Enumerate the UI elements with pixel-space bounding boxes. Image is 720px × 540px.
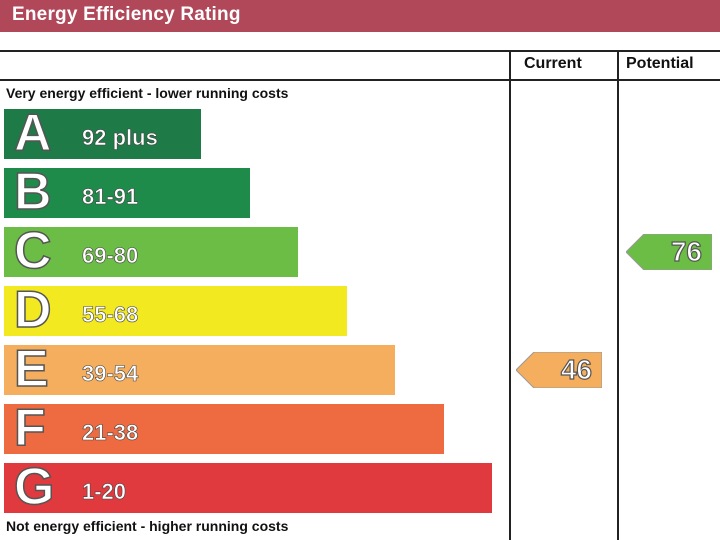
band-f: F 21-38 <box>4 398 444 458</box>
band-d: D 55-68 <box>4 280 347 340</box>
band-letter: G <box>13 457 55 517</box>
current-column-divider <box>509 51 511 540</box>
header-bottom-line <box>0 79 720 81</box>
potential-arrow-shape <box>626 234 712 270</box>
potential-rating-value: 76 <box>670 235 702 267</box>
potential-column-header: Potential <box>626 55 694 72</box>
current-arrow-shape <box>516 352 602 388</box>
top-caption: Very energy efficient - lower running co… <box>6 85 289 101</box>
band-letter: E <box>13 339 49 399</box>
band-letter: C <box>13 221 52 281</box>
header-top-line <box>0 50 720 52</box>
current-rating-value: 46 <box>560 353 592 385</box>
band-range: 69-80 <box>82 243 139 269</box>
band-b: B 81-91 <box>4 162 250 222</box>
band-e: E 39-54 <box>4 339 395 399</box>
potential-rating-marker: 76 <box>626 234 712 270</box>
band-g: G 1-20 <box>4 457 492 517</box>
band-letter: A <box>13 103 52 163</box>
bottom-caption: Not energy efficient - higher running co… <box>6 518 289 534</box>
band-range: 39-54 <box>82 361 139 387</box>
band-letter: B <box>13 162 52 222</box>
band-letter: D <box>13 280 52 340</box>
band-range: 21-38 <box>82 420 139 446</box>
band-range: 81-91 <box>82 184 139 210</box>
band-range: 55-68 <box>82 302 139 328</box>
potential-column-divider <box>617 51 619 540</box>
current-column-header: Current <box>524 55 582 72</box>
chart-title: Energy Efficiency Rating <box>12 4 241 25</box>
current-rating-marker: 46 <box>516 352 602 388</box>
band-c: C 69-80 <box>4 221 298 281</box>
band-a: A 92 plus <box>4 103 201 163</box>
band-range: 92 plus <box>82 125 158 151</box>
band-letter: F <box>13 398 46 458</box>
title-bar: Energy Efficiency Rating <box>0 0 720 32</box>
band-range: 1-20 <box>82 479 127 505</box>
